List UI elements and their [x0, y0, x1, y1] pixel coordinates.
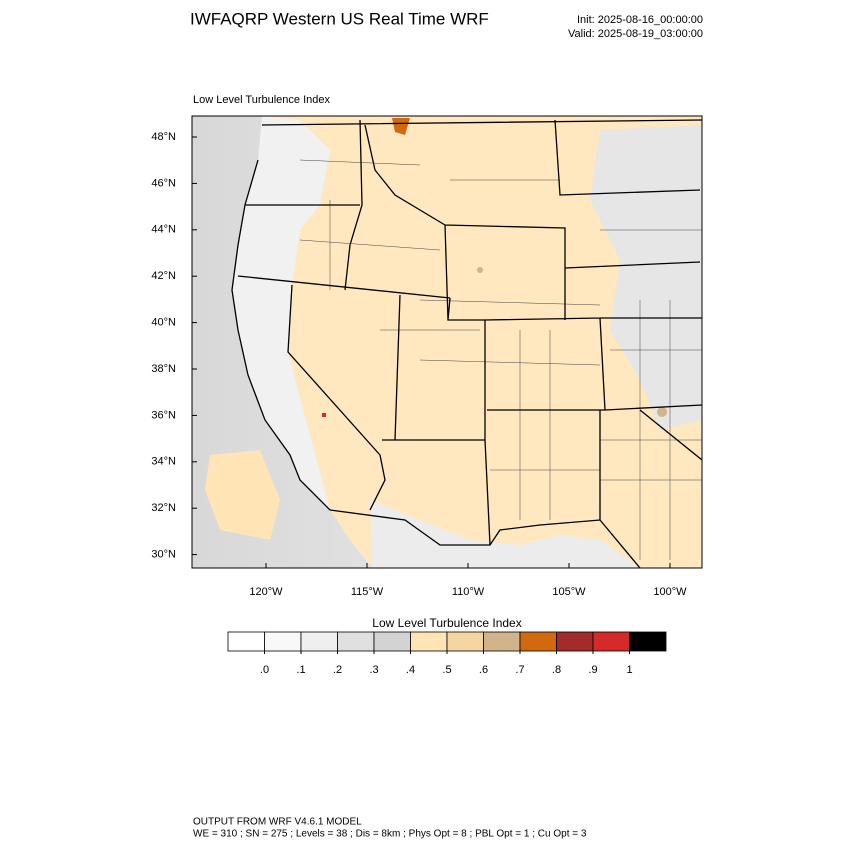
footer-line: WE = 310 ; SN = 275 ; Levels = 38 ; Dis … — [193, 829, 587, 840]
hotspot — [392, 118, 410, 135]
lon-tick-label: 105°W — [552, 586, 586, 598]
colorbar-box — [337, 631, 375, 652]
colorbar-box — [264, 631, 302, 652]
colorbar-label: .2 — [333, 664, 342, 676]
lat-tick-label: 34°N — [151, 456, 176, 468]
lat-tick-label: 46°N — [151, 177, 176, 189]
colorbar-label: .7 — [515, 664, 524, 676]
ocean-patch — [205, 450, 280, 540]
colorbar-label: .6 — [479, 664, 488, 676]
colorbar-box — [446, 631, 484, 652]
state-lines — [231, 119, 702, 568]
colorbar-title: Low Level Turbulence Index — [372, 616, 521, 630]
hotspot — [477, 267, 483, 273]
colorbar-label: .5 — [442, 664, 451, 676]
lat-tick-label: 36°N — [151, 409, 176, 421]
lat-tick-label: 48°N — [151, 131, 176, 143]
map-subtitle: Low Level Turbulence Index — [193, 94, 330, 106]
land-low — [590, 125, 702, 430]
colorbar-box — [592, 631, 630, 652]
colorbar-box — [373, 631, 411, 652]
colorbar-label: .0 — [260, 664, 269, 676]
lat-tick-label: 38°N — [151, 363, 176, 375]
hotspot — [322, 413, 326, 417]
footer-line: OUTPUT FROM WRF V4.6.1 MODEL — [193, 817, 362, 828]
lat-tick-label: 32°N — [151, 502, 176, 514]
lat-tick-label: 40°N — [151, 317, 176, 329]
colorbar-box — [227, 631, 265, 652]
init-time: Init: 2025-08-16_00:00:00 — [577, 14, 703, 26]
colorbar-box — [483, 631, 521, 652]
lon-tick-label: 120°W — [249, 586, 283, 598]
colorbar-label: .9 — [588, 664, 597, 676]
land — [232, 116, 702, 568]
colorbar-box — [556, 631, 594, 652]
colorbar-box — [300, 631, 338, 652]
hotspot — [657, 407, 667, 417]
colorbar-label: 1 — [626, 664, 632, 676]
title: IWFAQRP Western US Real Time WRF — [190, 9, 489, 28]
lon-tick-label: 115°W — [351, 586, 384, 598]
county-lines — [299, 159, 702, 560]
map: 48°N 46°N 44°N 42°N 40°N 38°N 36°N 34°N 32°N 30°N… — [151, 115, 703, 598]
colorbar-label: .8 — [552, 664, 561, 676]
colorbar-box — [410, 631, 448, 652]
colorbar-label: .1 — [296, 664, 305, 676]
colorbar-label: .3 — [369, 664, 378, 676]
lat-tick-label: 42°N — [151, 270, 176, 282]
colorbar-box — [629, 631, 667, 652]
colorbar: .0 .1 .2 .3 .4 .5 .6 .7 .8 .9 1 — [227, 631, 667, 676]
lon-tick-label: 110°W — [452, 586, 485, 598]
lon-tick-label: 100°W — [653, 586, 687, 598]
lat-tick-label: 44°N — [151, 224, 176, 236]
land-low — [370, 500, 640, 568]
colorbar-box — [519, 631, 557, 652]
colorbar-label: .4 — [406, 664, 415, 676]
valid-time: Valid: 2025-08-19_03:00:00 — [568, 28, 703, 40]
map-frame — [191, 115, 703, 569]
land-low — [232, 116, 330, 510]
lat-tick-label: 30°N — [151, 549, 176, 561]
